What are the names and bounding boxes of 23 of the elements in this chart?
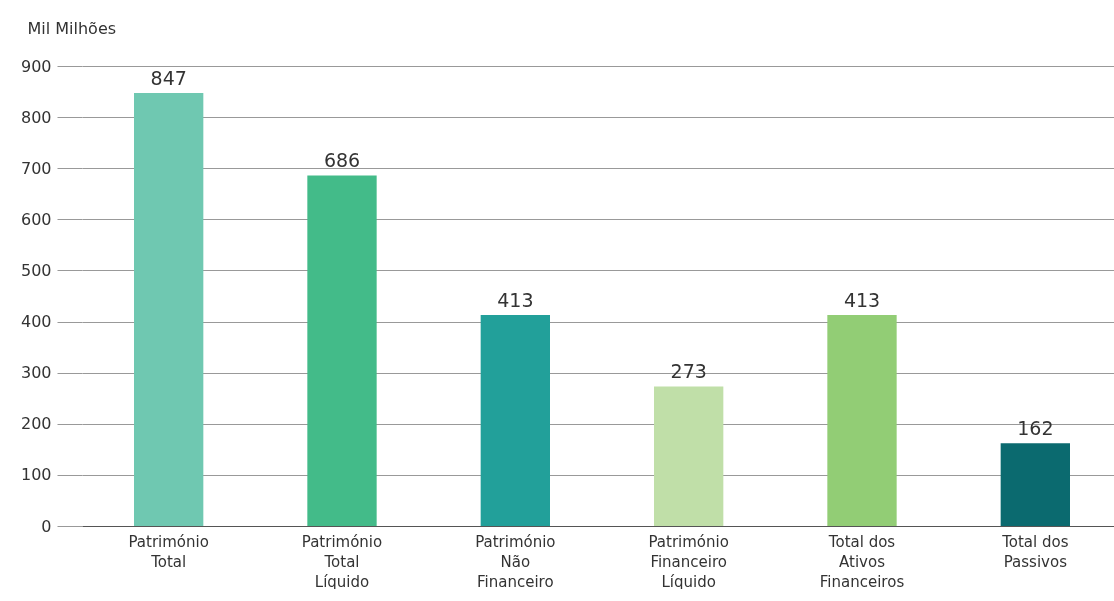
x-tick-label: Total dos Passivos: [1001, 532, 1069, 571]
y-tick-label: 0: [41, 516, 52, 536]
y-axis-title: Mil Milhões: [27, 18, 117, 38]
x-tick-label: Património Financeiro Líquido: [648, 532, 729, 591]
y-tick-label: 600: [20, 209, 52, 229]
data-label: 162: [1017, 417, 1054, 440]
y-tick-label: 200: [20, 414, 52, 434]
data-label: 413: [497, 288, 534, 311]
data-label: 413: [843, 288, 881, 311]
y-tick-label: 700: [20, 158, 52, 178]
data-label: 847: [150, 67, 187, 90]
y-tick-label: 800: [20, 107, 52, 127]
data-label: 686: [323, 149, 361, 172]
y-tick-label: 100: [20, 465, 52, 485]
x-tick-label: Património Não Financeiro: [475, 532, 556, 591]
x-tick-label: Património Total Líquido: [301, 532, 383, 591]
x-tick-label: Total dos Ativos Financeiros: [819, 532, 905, 591]
y-tick-label: 500: [20, 260, 52, 280]
y-tick-label: 300: [20, 363, 52, 383]
x-tick-label: Património Total: [128, 532, 209, 571]
data-label: 273: [670, 360, 707, 383]
y-tick-label: 400: [20, 312, 52, 332]
y-tick-label: 900: [20, 56, 52, 76]
